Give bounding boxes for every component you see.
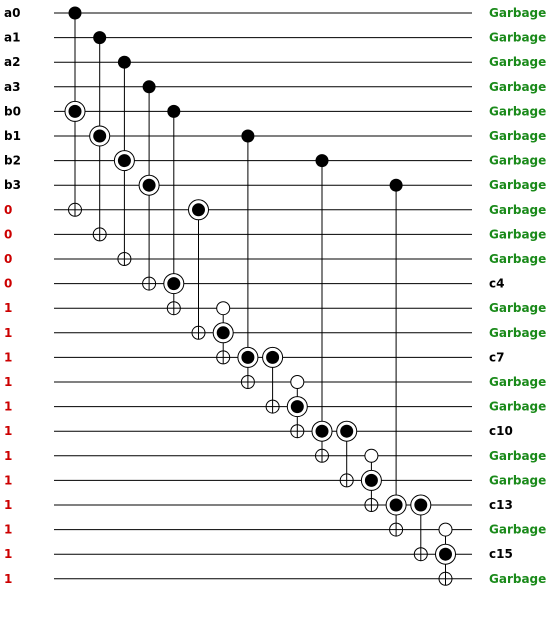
xor-target <box>339 473 354 488</box>
output-label: c4 <box>489 277 504 291</box>
input-label: 1 <box>4 400 12 414</box>
garbage-output-label: Garbage <box>489 227 546 241</box>
input-label: 1 <box>4 375 12 389</box>
circuit-wires <box>54 12 472 580</box>
input-label: 1 <box>4 523 12 537</box>
garbage-output-label: Garbage <box>489 326 546 340</box>
xor-target <box>413 547 428 562</box>
control-dot <box>117 55 131 69</box>
garbage-output-label: Garbage <box>489 55 546 69</box>
input-label: 1 <box>4 301 12 315</box>
ringed-control-node <box>163 273 185 295</box>
control-dot <box>93 31 107 45</box>
input-label: a0 <box>4 6 20 20</box>
input-label: 0 <box>4 277 12 291</box>
ringed-control-node <box>262 346 284 368</box>
output-label: c7 <box>489 350 504 364</box>
ringed-control-node <box>311 420 333 442</box>
garbage-output-label: Garbage <box>489 129 546 143</box>
output-label: c15 <box>489 547 513 561</box>
gate-connectors <box>74 13 446 579</box>
ringed-control-node <box>113 150 135 172</box>
input-label: 1 <box>4 572 12 586</box>
input-label: b2 <box>4 154 21 168</box>
input-label: b1 <box>4 129 21 143</box>
garbage-output-label: Garbage <box>489 104 546 118</box>
ringed-control-node <box>435 543 456 565</box>
input-label: 1 <box>4 326 12 340</box>
input-labels: a0 a1 a2 a3 b0 b1 b2 b3 0 0 0 0 1 1 1 1 1 1 1 1 1 1 1 1 <box>4 6 21 586</box>
input-label: a2 <box>4 55 20 69</box>
input-label: 1 <box>4 449 12 463</box>
output-label: c10 <box>489 424 513 438</box>
garbage-output-label: Garbage <box>489 523 546 537</box>
xor-target <box>92 227 107 242</box>
open-control-dot <box>438 522 453 537</box>
xor-target <box>389 522 404 537</box>
control-dot <box>315 154 329 168</box>
xor-target <box>166 301 181 316</box>
garbage-output-label: Garbage <box>489 178 546 192</box>
input-label: a3 <box>4 80 20 94</box>
input-label: 1 <box>4 547 12 561</box>
ringed-control-node <box>410 494 432 516</box>
garbage-output-label: Garbage <box>489 252 546 266</box>
xor-target <box>315 448 329 463</box>
xor-target <box>68 202 82 217</box>
ringed-control-node <box>385 494 407 516</box>
control-dot <box>389 178 403 192</box>
xor-target <box>265 399 280 414</box>
input-label: 1 <box>4 473 12 487</box>
control-dot <box>241 129 255 143</box>
garbage-output-label: Garbage <box>489 400 546 414</box>
ringed-control-node <box>138 174 160 196</box>
xor-target <box>438 571 453 586</box>
xor-target <box>240 375 255 389</box>
open-control-dot <box>290 375 305 389</box>
garbage-output-label: Garbage <box>489 572 546 586</box>
xor-target <box>216 350 231 365</box>
input-label: 0 <box>4 227 12 241</box>
ringed-control-node <box>237 346 259 368</box>
ringed-control-node <box>360 469 382 491</box>
garbage-output-label: Garbage <box>489 449 546 463</box>
garbage-output-label: Garbage <box>489 203 546 217</box>
garbage-output-label: Garbage <box>489 375 546 389</box>
xor-target <box>364 498 379 512</box>
garbage-output-label: Garbage <box>489 154 546 168</box>
garbage-output-label: Garbage <box>489 301 546 315</box>
garbage-output-label: Garbage <box>489 31 546 45</box>
input-label: b3 <box>4 178 21 192</box>
ringed-control-node <box>212 322 234 344</box>
garbage-output-label: Garbage <box>489 473 546 487</box>
xor-target <box>142 276 157 291</box>
garbage-output-label: Garbage <box>489 80 546 94</box>
control-dot <box>142 80 156 94</box>
ringed-control-node <box>336 420 358 442</box>
control-dot <box>68 6 82 20</box>
ringed-control-node <box>89 125 111 147</box>
output-labels: Garbage Garbage Garbage Garbage Garbage Garba… <box>489 6 546 586</box>
input-label: 1 <box>4 424 12 438</box>
input-label: b0 <box>4 104 21 118</box>
ringed-control-node <box>64 100 86 122</box>
ringed-control-node <box>188 199 209 221</box>
output-label: c13 <box>489 498 513 512</box>
gate-nodes <box>64 6 456 586</box>
input-label: 1 <box>4 350 12 364</box>
garbage-output-label: Garbage <box>489 6 546 20</box>
open-control-dot <box>216 301 231 316</box>
xor-target <box>191 325 206 340</box>
ringed-control-node <box>286 396 308 418</box>
xor-target <box>117 252 132 266</box>
xor-target <box>290 424 305 439</box>
input-label: 0 <box>4 252 12 266</box>
input-label: 0 <box>4 203 12 217</box>
control-dot <box>167 104 181 118</box>
input-label: a1 <box>4 31 20 45</box>
open-control-dot <box>364 448 379 463</box>
input-label: 1 <box>4 498 12 512</box>
